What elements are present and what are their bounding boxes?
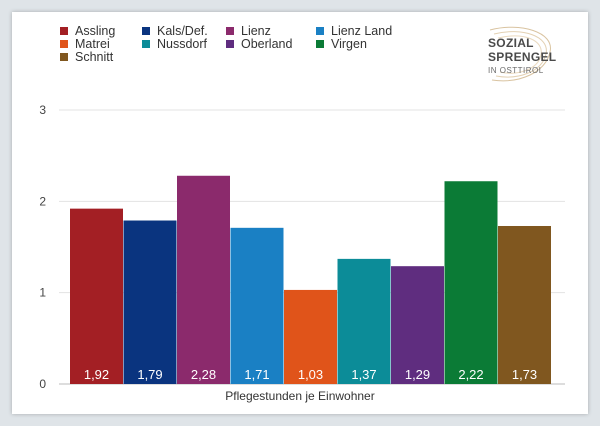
legend-swatch — [60, 53, 68, 61]
bar-value-label: 2,28 — [191, 367, 216, 382]
bar — [177, 175, 230, 384]
bar-value-label: 1,29 — [405, 367, 430, 382]
legend-label: Kals/Def. — [157, 24, 208, 38]
legend-label: Matrei — [75, 37, 110, 51]
bar — [284, 289, 337, 384]
bar — [498, 225, 551, 384]
legend-label: Lienz — [241, 24, 271, 38]
legend-label: Schnitt — [75, 50, 114, 64]
legend-label: Oberland — [241, 37, 293, 51]
bar-value-label: 1,92 — [84, 367, 109, 382]
legend-item: Nussdorf — [142, 37, 207, 51]
legend-label: Assling — [75, 24, 116, 38]
legend-item: Kals/Def. — [142, 24, 208, 38]
logo-swirl-icon — [489, 26, 551, 82]
legend-swatch — [142, 27, 150, 35]
bar — [337, 258, 391, 384]
legend-item: Oberland — [226, 37, 292, 51]
legend-swatch — [226, 40, 234, 48]
legend-item: Lienz Land — [316, 24, 392, 38]
logo-line-1: SOZIAL — [488, 36, 534, 50]
legend-item: Lienz — [226, 24, 271, 38]
bar-value-label: 1,03 — [298, 367, 323, 382]
bar-value-label: 1,79 — [137, 367, 162, 382]
legend: Assling Kals/Def. Lienz Lienz Land Matrei Nus… — [60, 24, 460, 84]
bar — [444, 181, 498, 384]
legend-label: Nussdorf — [157, 37, 208, 51]
bar-value-label: 1,71 — [244, 367, 269, 382]
legend-item: Assling — [60, 24, 115, 38]
legend-swatch — [60, 40, 68, 48]
legend-swatch — [226, 27, 234, 35]
legend-label: Virgen — [331, 37, 367, 51]
logo-line-3: IN OSTTIROL — [488, 66, 544, 75]
logo-line-2: SPRENGEL — [488, 50, 557, 64]
bar — [123, 220, 177, 384]
legend-item: Virgen — [316, 37, 367, 51]
sozialsprengel-logo: SOZIAL SPRENGEL IN OSTTIROL — [480, 22, 560, 92]
x-axis-label: Pflegestunden je Einwohner — [225, 389, 375, 403]
legend-swatch — [60, 27, 68, 35]
legend-label: Lienz Land — [331, 24, 393, 38]
y-tick-label: 1 — [39, 286, 46, 300]
y-tick-label: 0 — [39, 377, 46, 391]
legend-swatch — [142, 40, 150, 48]
legend-item: Schnitt — [60, 50, 113, 64]
y-tick-label: 3 — [39, 103, 46, 117]
bar-value-label: 1,73 — [512, 367, 537, 382]
bar-value-label: 2,22 — [458, 367, 483, 382]
legend-swatch — [316, 27, 324, 35]
bar — [230, 227, 284, 384]
bar-value-label: 1,37 — [351, 367, 376, 382]
legend-swatch — [316, 40, 324, 48]
bar — [70, 208, 123, 384]
bar — [391, 266, 444, 384]
legend-item: Matrei — [60, 37, 110, 51]
y-tick-label: 2 — [39, 194, 46, 208]
